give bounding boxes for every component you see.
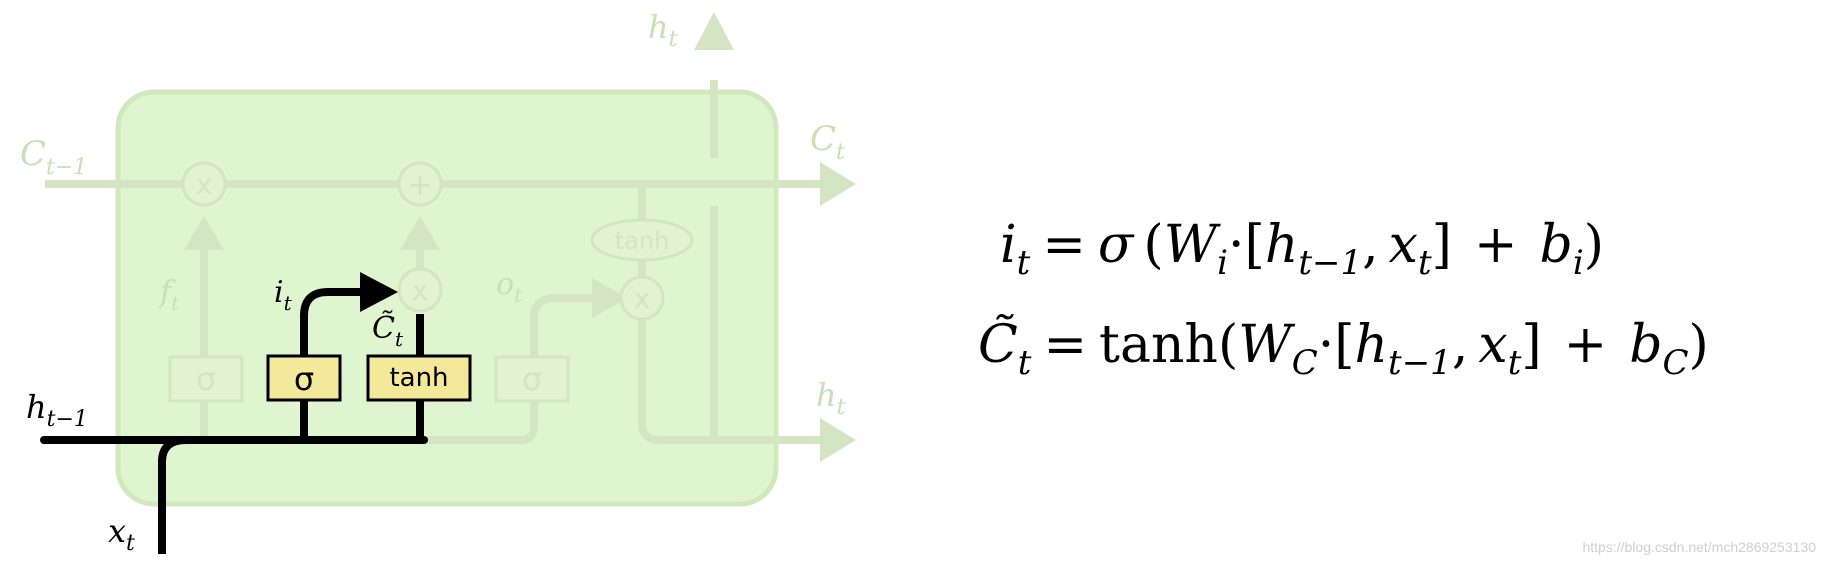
forget-gate-arrowhead xyxy=(184,216,224,250)
output-gate-box: σ xyxy=(494,355,570,403)
h-top-arrowhead xyxy=(694,12,734,50)
output-multiply-to-h-path xyxy=(638,318,822,444)
h-prev-label: ht−1 xyxy=(26,388,88,432)
cell-add-op: + xyxy=(397,161,443,207)
add-arrowhead xyxy=(400,216,440,250)
o-label: ot xyxy=(496,267,523,307)
watermark: https://blog.csdn.net/mch2869253130 xyxy=(1582,539,1816,555)
x-input-line xyxy=(158,436,187,554)
input-gate-arrowhead xyxy=(360,272,398,312)
x-label: xt xyxy=(108,512,135,556)
h-top-label: ht xyxy=(648,8,678,52)
c-prev-label: Ct−1 xyxy=(20,134,87,180)
equation-input-gate: it = σ (Wi·[ht−1, xt] + bi) xyxy=(1000,215,1604,283)
svg-text:+: + xyxy=(407,168,432,203)
h-output-arrowhead xyxy=(820,418,856,462)
input-multiply-op: x xyxy=(397,267,443,313)
svg-text:σ: σ xyxy=(522,360,542,398)
candidate-gate-box: tanh xyxy=(366,354,472,402)
output-gate-arrowhead xyxy=(592,278,628,318)
input-gate-output-line xyxy=(300,288,362,358)
input-gate-box: σ xyxy=(266,354,342,402)
i-label: it xyxy=(274,275,293,315)
svg-text:x: x xyxy=(634,282,651,315)
output-multiply-op: x xyxy=(619,275,665,321)
forget-gate-box: σ xyxy=(168,355,244,403)
svg-text:tanh: tanh xyxy=(389,363,448,393)
ctilde-label: C̃t xyxy=(372,311,404,351)
forget-multiply-op: x xyxy=(181,161,227,207)
output-tanh-op: tanh xyxy=(590,218,694,262)
c-t-label: Ct xyxy=(810,119,845,165)
svg-text:x: x xyxy=(196,168,213,201)
svg-text:x: x xyxy=(412,274,429,307)
svg-text:tanh: tanh xyxy=(615,227,670,255)
svg-text:σ: σ xyxy=(294,360,314,398)
cell-state-arrowhead xyxy=(820,162,856,206)
svg-text:σ: σ xyxy=(196,360,216,398)
equation-candidate: C̃t = tanh(WC·[ht−1, xt] + bC) xyxy=(978,314,1709,383)
h-right-label: ht xyxy=(816,376,846,420)
